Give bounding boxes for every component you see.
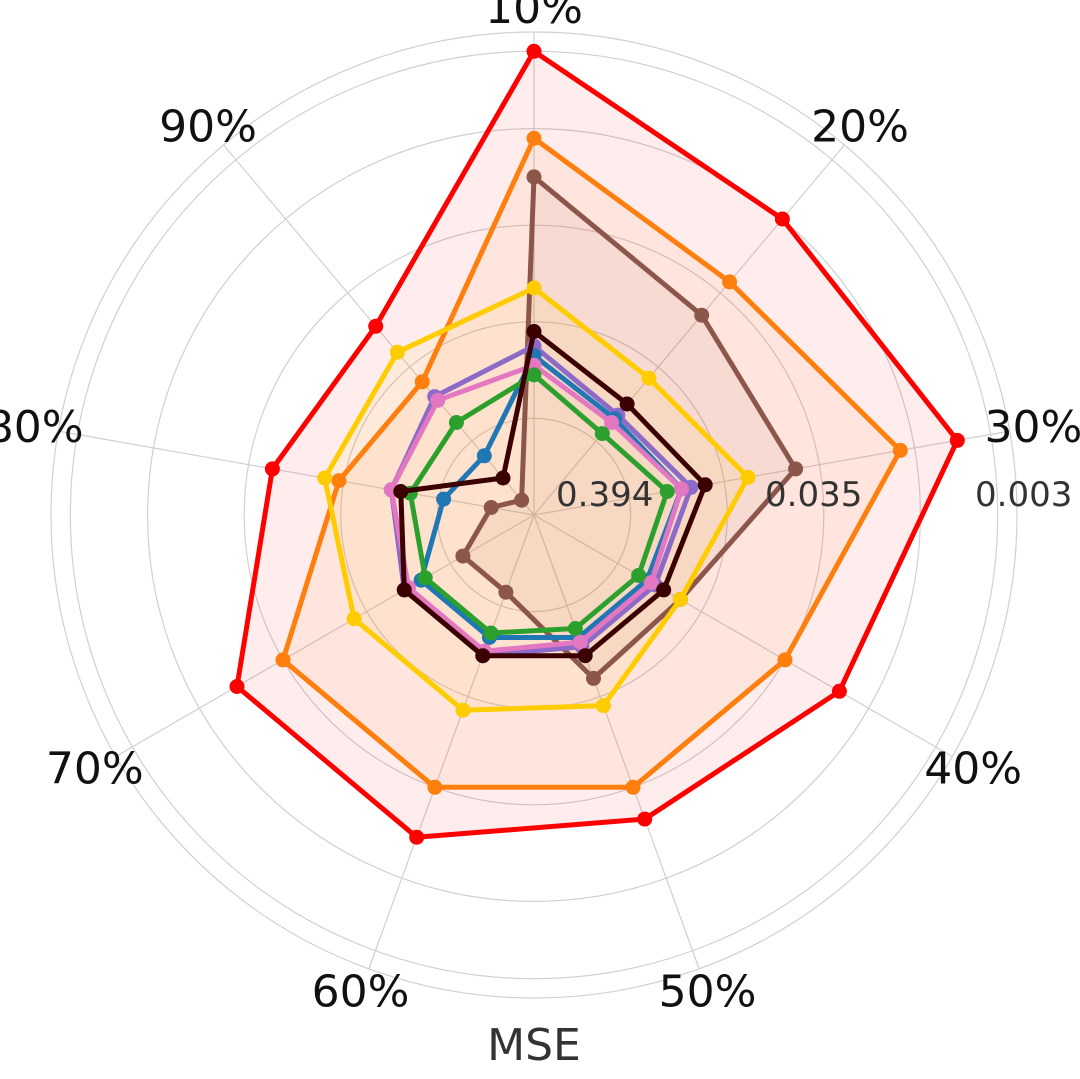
series-7-point-0 bbox=[526, 367, 542, 383]
series-0-point-4 bbox=[637, 811, 653, 827]
series-6-point-4 bbox=[572, 634, 588, 650]
axis-label-5: 60% bbox=[312, 967, 410, 1018]
series-8-point-2 bbox=[697, 477, 713, 493]
series-1-point-7 bbox=[331, 473, 347, 489]
series-2-point-8 bbox=[514, 492, 530, 508]
series-7-point-2 bbox=[659, 484, 675, 499]
series-1-point-3 bbox=[777, 652, 793, 668]
series-0-point-8 bbox=[368, 318, 384, 334]
series-7-point-6 bbox=[417, 570, 433, 586]
series-7-point-1 bbox=[594, 426, 610, 442]
series-7-point-8 bbox=[448, 415, 464, 430]
axis-label-0: 10% bbox=[485, 0, 583, 34]
series-line-6 bbox=[388, 362, 684, 654]
x-axis-label: MSE bbox=[487, 1020, 581, 1071]
grid-spoke-1 bbox=[533, 144, 845, 516]
axis-category-labels: 10% 20% 30% 40% 50% 60% 70% 80% 90% bbox=[0, 0, 1080, 1018]
series-1-point-5 bbox=[427, 779, 443, 795]
radial-tick-labels: 0.394 0.035 0.003 bbox=[556, 475, 1072, 515]
series-2-point-6 bbox=[455, 548, 471, 564]
series-2-point-1 bbox=[694, 307, 710, 323]
series-5-point-8 bbox=[476, 448, 492, 464]
series-6-point-3 bbox=[643, 575, 659, 591]
series-3-point-5 bbox=[455, 702, 471, 718]
series-3-point-3 bbox=[672, 592, 688, 607]
axis-label-6: 70% bbox=[46, 744, 144, 795]
series-8 bbox=[393, 324, 713, 664]
series-0-point-3 bbox=[831, 683, 847, 699]
series-2-point-7 bbox=[483, 500, 499, 515]
series-0-point-0 bbox=[526, 43, 542, 59]
series-8-point-4 bbox=[577, 648, 593, 664]
series-8-point-1 bbox=[619, 396, 635, 412]
series-line-3 bbox=[322, 285, 751, 713]
series-3 bbox=[317, 280, 756, 718]
series-1-point-6 bbox=[275, 652, 291, 668]
grid-spoke-3 bbox=[533, 514, 953, 758]
series-3-point-7 bbox=[317, 470, 333, 486]
series-line-1 bbox=[280, 135, 903, 790]
series-1-point-4 bbox=[625, 779, 641, 795]
series-7-point-3 bbox=[631, 567, 647, 583]
series-7-point-5 bbox=[483, 625, 499, 641]
series-line-0 bbox=[234, 48, 960, 840]
radial-tick-label-2: 0.003 bbox=[975, 475, 1072, 515]
radial-tick-label-1: 0.035 bbox=[765, 475, 862, 515]
series-8-point-0 bbox=[526, 324, 542, 339]
grid-spoke-2 bbox=[533, 430, 1010, 516]
series-0-point-7 bbox=[264, 461, 280, 477]
series-line-7 bbox=[407, 372, 670, 636]
axis-label-2: 30% bbox=[985, 402, 1080, 453]
series-3-point-6 bbox=[346, 611, 362, 627]
series-0-point-1 bbox=[774, 211, 790, 227]
radial-tick-label-0: 0.394 bbox=[556, 475, 653, 515]
series-6-point-8 bbox=[430, 392, 446, 408]
axis-label-3: 40% bbox=[924, 744, 1022, 795]
series-2-point-0 bbox=[526, 169, 542, 185]
axis-label-7: 80% bbox=[0, 402, 83, 453]
series-6-point-1 bbox=[604, 415, 620, 430]
series-8-point-3 bbox=[656, 582, 672, 598]
grid-spoke-7 bbox=[58, 430, 535, 516]
series-6-point-2 bbox=[674, 481, 689, 497]
series-1-point-8 bbox=[414, 374, 430, 390]
axis-label-8: 90% bbox=[159, 102, 257, 153]
axis-label-1: 20% bbox=[811, 102, 909, 153]
series-line-8 bbox=[398, 329, 708, 659]
series-1 bbox=[275, 130, 908, 795]
series-1-point-0 bbox=[526, 130, 542, 146]
series-3-point-8 bbox=[389, 344, 405, 360]
series-8-point-8 bbox=[495, 470, 511, 486]
series-8-point-6 bbox=[396, 582, 412, 598]
series-0-point-6 bbox=[229, 679, 245, 694]
grid-spoke-4 bbox=[533, 514, 700, 970]
series-2-point-2 bbox=[788, 461, 804, 477]
series-8-point-7 bbox=[393, 484, 409, 499]
series-3-point-0 bbox=[526, 280, 542, 296]
series-0 bbox=[229, 43, 965, 845]
series-0-point-2 bbox=[949, 432, 965, 448]
series-8-point-5 bbox=[475, 648, 491, 664]
series-3-point-1 bbox=[641, 370, 657, 386]
series-0-point-5 bbox=[409, 829, 425, 845]
series-fill-0 bbox=[237, 51, 958, 838]
axis-label-4: 50% bbox=[659, 967, 757, 1018]
series-3-point-4 bbox=[595, 698, 611, 714]
series-lines bbox=[229, 43, 965, 845]
series-2-point-4 bbox=[586, 670, 601, 686]
series-3-point-2 bbox=[740, 469, 756, 485]
series-1-point-1 bbox=[722, 274, 738, 290]
series-2-point-5 bbox=[498, 584, 514, 600]
series-1-point-2 bbox=[892, 442, 908, 458]
series-7-point-4 bbox=[567, 621, 583, 636]
series-5-point-7 bbox=[436, 491, 452, 507]
